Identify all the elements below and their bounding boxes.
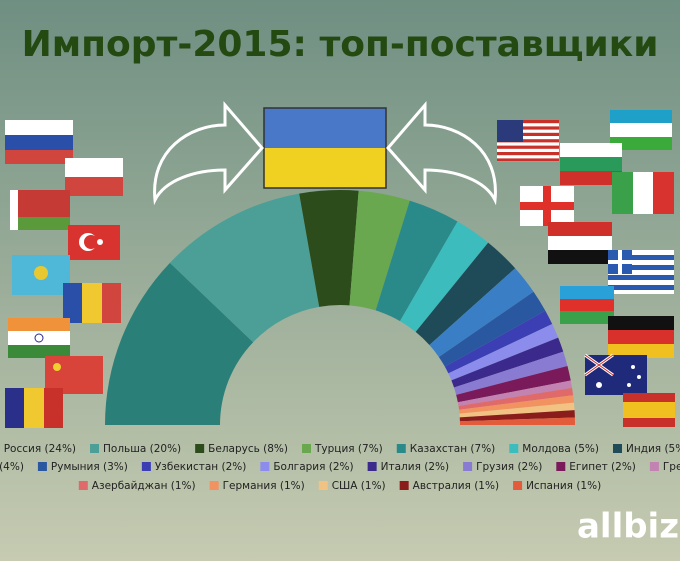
legend-swatch — [367, 462, 377, 471]
legend-swatch — [612, 444, 622, 453]
segment — [451, 337, 564, 388]
chart-title: Импорт-2015: топ-поставщики — [22, 24, 659, 65]
segment — [457, 380, 573, 407]
segment — [169, 193, 320, 343]
legend-label: Польша (20%) — [103, 443, 181, 455]
segment — [105, 262, 254, 425]
legend-swatch — [90, 444, 100, 453]
legend-label: Молдова (5%) — [522, 443, 599, 455]
arrow-right — [386, 100, 497, 206]
legend-label: Индия (5%) — [626, 443, 680, 455]
segment — [448, 323, 559, 381]
legend-label: Китай (4%) — [0, 461, 24, 473]
half-donut — [105, 189, 575, 425]
legend-swatch — [260, 462, 270, 471]
legend-swatch — [649, 462, 659, 471]
legend-label: Греция (1%) — [663, 461, 680, 473]
legend-swatch — [396, 444, 406, 453]
legend-label: Узбекистан (2%) — [155, 461, 246, 473]
segment — [438, 291, 546, 367]
legend-label: Азербайджан (1%) — [92, 480, 196, 492]
legend-label: Австралия (1%) — [413, 480, 499, 492]
segment — [299, 189, 359, 307]
legend-label: США (1%) — [332, 480, 386, 492]
legend-swatch — [195, 444, 205, 453]
segment — [458, 387, 574, 410]
legend-swatch — [513, 481, 523, 490]
arrow-left — [153, 100, 264, 206]
legend-swatch — [209, 481, 219, 490]
legend-label: Испания (1%) — [526, 480, 601, 492]
segment — [459, 417, 575, 425]
legend-label: Россия (24%) — [4, 443, 76, 455]
segment — [400, 221, 489, 332]
legend-swatch — [463, 462, 473, 471]
legend-label: Болгария (2%) — [273, 461, 353, 473]
legend-label: Турция (7%) — [314, 443, 383, 455]
legend-label: Казахстан (7%) — [410, 443, 496, 455]
ukraine-flag — [263, 107, 387, 189]
legend-swatch — [556, 462, 566, 471]
legend-swatch — [141, 462, 151, 471]
legend-label: Германия (1%) — [223, 480, 305, 492]
legend-label: Беларусь (8%) — [208, 443, 288, 455]
legend-swatch — [399, 481, 409, 490]
legend-swatch — [78, 481, 88, 490]
segment — [459, 402, 575, 418]
legend-swatch — [302, 444, 311, 453]
segment — [454, 351, 568, 395]
legend-swatch — [509, 444, 519, 453]
segment — [444, 310, 553, 374]
segment — [459, 395, 574, 414]
legend: Россия (24%) Польша (20%) Беларусь (8%) Тур… — [0, 443, 680, 492]
legend-label: Грузия (2%) — [476, 461, 542, 473]
logo: allbiz — [577, 507, 679, 547]
segment — [349, 190, 410, 311]
flags — [5, 110, 675, 428]
segment — [415, 242, 516, 345]
legend-swatch — [37, 462, 47, 471]
segment — [459, 410, 575, 422]
segment — [456, 365, 571, 403]
legend-label: Италия (2%) — [381, 461, 449, 473]
legend-label: Румыния (3%) — [51, 461, 128, 473]
segment — [429, 268, 534, 357]
segment — [375, 200, 458, 322]
legend-label: Египет (2%) — [569, 461, 636, 473]
legend-swatch — [318, 481, 328, 490]
